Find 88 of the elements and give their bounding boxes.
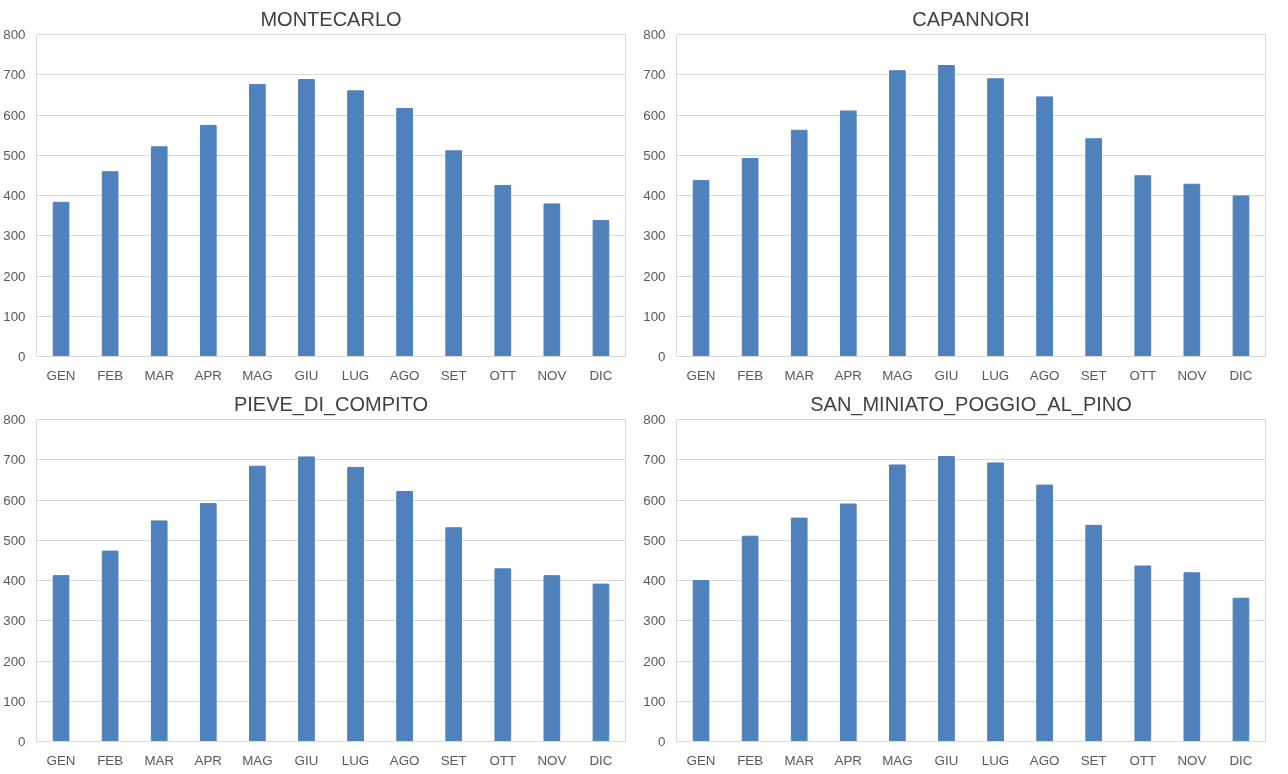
x-tick-label: AGO — [1029, 752, 1060, 768]
y-tick-label: 400 — [643, 188, 666, 203]
x-tick-label: FEB — [97, 752, 124, 768]
x-tick-label: NOV — [1177, 752, 1207, 768]
y-tick-label: 200 — [643, 653, 666, 669]
y-tick-label: 800 — [3, 412, 26, 427]
x-tick-label: SET — [440, 752, 467, 768]
x-tick-label: GEN — [46, 367, 76, 383]
y-tick-label: 200 — [643, 268, 666, 284]
y-tick-label: 400 — [3, 188, 26, 203]
x-tick-label: MAR — [144, 752, 175, 768]
y-tick-label: 300 — [643, 613, 666, 629]
x-tick-label: OTT — [489, 367, 517, 383]
x-tick-label: APR — [834, 752, 862, 768]
x-tick-label: FEB — [737, 752, 764, 768]
x-tick-label: MAG — [242, 752, 273, 768]
y-tick-label: 500 — [643, 147, 666, 163]
x-tick-label: DIC — [589, 752, 613, 768]
y-tick-label: 800 — [643, 27, 666, 42]
x-tick-label: GEN — [686, 752, 716, 768]
x-tick-label: DIC — [1229, 367, 1253, 383]
y-tick-label: 700 — [3, 452, 26, 468]
x-tick-label: FEB — [97, 367, 124, 383]
x-tick-label: LUG — [341, 752, 370, 768]
x-tick-label: AGO — [389, 367, 420, 383]
y-tick-label: 700 — [3, 67, 26, 83]
y-tick-label: 800 — [3, 27, 26, 42]
x-tick-label: GIU — [934, 752, 959, 768]
x-tick-label: GEN — [686, 367, 716, 383]
y-tick-label: 300 — [3, 228, 26, 244]
y-tick-label: 0 — [18, 349, 26, 364]
x-tick-label: LUG — [341, 367, 370, 383]
y-tick-label: 300 — [643, 228, 666, 244]
y-tick-label: 600 — [3, 107, 26, 123]
x-tick-label: FEB — [737, 367, 764, 383]
x-tick-label: MAG — [242, 367, 273, 383]
y-tick-label: 800 — [643, 412, 666, 427]
x-tick-label: LUG — [981, 752, 1010, 768]
y-tick-label: 0 — [18, 734, 26, 749]
y-tick-label: 100 — [643, 308, 666, 324]
y-tick-label: 600 — [3, 492, 26, 508]
x-tick-label: OTT — [1129, 752, 1157, 768]
x-tick-label: MAR — [784, 752, 815, 768]
y-tick-label: 500 — [643, 532, 666, 548]
x-tick-label: DIC — [589, 367, 613, 383]
y-tick-label: 0 — [658, 734, 666, 749]
x-tick-label: MAG — [882, 752, 913, 768]
x-tick-label: SET — [1080, 367, 1107, 383]
x-tick-label: MAR — [784, 367, 815, 383]
x-tick-label: OTT — [489, 752, 517, 768]
y-tick-label: 700 — [643, 452, 666, 468]
x-tick-label: APR — [834, 367, 862, 383]
x-tick-label: AGO — [389, 752, 420, 768]
y-tick-label: 600 — [643, 107, 666, 123]
y-tick-label: 100 — [3, 693, 26, 709]
x-tick-label: NOV — [1177, 367, 1207, 383]
x-tick-label: NOV — [537, 752, 567, 768]
x-tick-label: MAG — [882, 367, 913, 383]
y-tick-label: 400 — [3, 573, 26, 588]
y-tick-label: 300 — [3, 613, 26, 629]
x-tick-label: APR — [194, 367, 222, 383]
y-tick-label: 700 — [643, 67, 666, 83]
x-tick-label: LUG — [981, 367, 1010, 383]
x-tick-label: GIU — [934, 367, 959, 383]
y-tick-label: 600 — [643, 492, 666, 508]
chart-title: SAN_MINIATO_POGGIO_AL_PINO — [810, 392, 1132, 416]
x-tick-label: OTT — [1129, 367, 1157, 383]
x-tick-label: DIC — [1229, 752, 1253, 768]
x-tick-label: GIU — [294, 752, 319, 768]
x-tick-label: SET — [1080, 752, 1107, 768]
y-tick-label: 500 — [3, 532, 26, 548]
x-tick-label: APR — [194, 752, 222, 768]
y-tick-label: 0 — [658, 349, 666, 364]
x-tick-label: GIU — [294, 367, 319, 383]
x-tick-label: AGO — [1029, 367, 1060, 383]
y-tick-label: 200 — [3, 268, 26, 284]
x-tick-label: NOV — [537, 367, 567, 383]
chart-title: CAPANNORI — [912, 7, 1030, 30]
y-tick-label: 100 — [3, 308, 26, 324]
chart-title: MONTECARLO — [260, 7, 402, 30]
chart-title: PIEVE_DI_COMPITO — [233, 392, 429, 416]
y-tick-label: 400 — [643, 573, 666, 588]
y-tick-label: 500 — [3, 147, 26, 163]
y-tick-label: 100 — [643, 693, 666, 709]
x-tick-label: SET — [440, 367, 467, 383]
y-tick-label: 200 — [3, 653, 26, 669]
x-tick-label: GEN — [46, 752, 76, 768]
x-tick-label: MAR — [144, 367, 175, 383]
